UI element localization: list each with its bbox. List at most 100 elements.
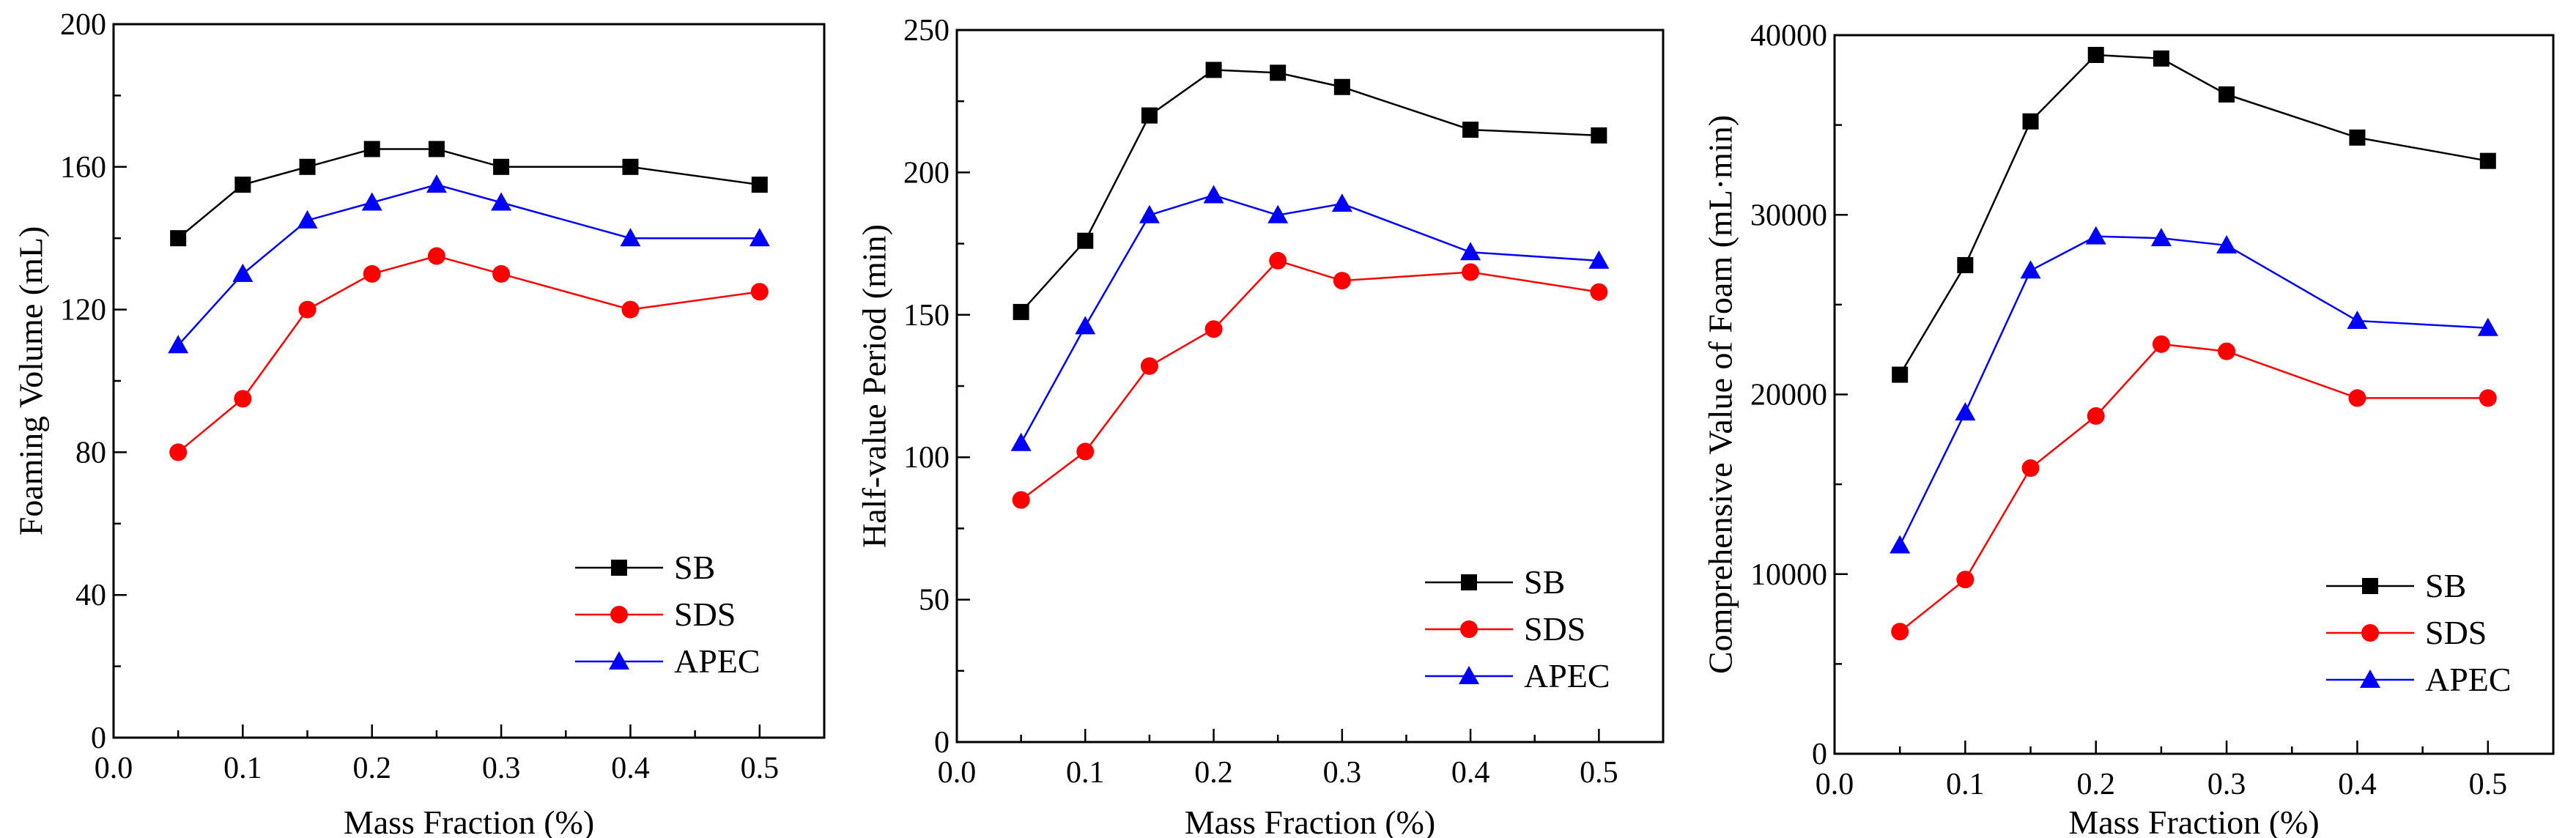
data-point [428,141,445,157]
legend-marker [1459,666,1479,684]
data-point [2022,113,2039,130]
x-tick-label: 0.5 [741,752,780,785]
data-point [2087,407,2105,425]
y-tick-label: 250 [903,14,950,48]
data-point [1460,242,1481,261]
chart-1: 0.0 0.1 0.2 0.3 0.4 0.5 0 40 80 120 160 200 Mass Fra… [12,8,826,838]
data-point [1333,78,1350,95]
data-point [1010,432,1032,451]
legend-marker [609,651,629,670]
series-apec [1890,226,2498,554]
y-axis-label: Comprehensive Value of Foam (mL·min) [1702,115,1739,674]
x-tick-label: 0.1 [223,752,262,785]
data-point [2477,317,2498,336]
series-apec [1010,185,1610,451]
legend-item: SB [575,549,715,586]
legend-item: APEC [1425,657,1610,694]
series-line [177,148,760,240]
legend-item: APEC [2326,661,2512,698]
data-point [170,230,187,247]
data-point [234,177,251,193]
data-point [1331,193,1352,212]
y-tick-label: 0 [934,726,950,760]
x-tick-label: 0.0 [1816,768,1854,801]
y-tick-label: 0 [91,722,106,755]
y-axis-label: Half-value Period (min) [856,224,893,548]
data-point [2020,260,2041,279]
data-point [2150,228,2172,247]
data-point [2087,46,2104,63]
data-point [493,158,510,175]
legend-label: SDS [2425,614,2487,651]
y-axis-label: Foaming Volume (mL) [12,226,50,536]
x-tick-label: 0.0 [95,752,133,785]
data-point [2152,335,2170,353]
data-point [1267,204,1289,223]
data-point [363,141,380,157]
legend-marker [2362,578,2378,594]
chart-2: 0.0 0.1 0.2 0.3 0.4 0.5 0 50 100 150 200 250 Mass Fr… [856,14,1665,838]
data-point [620,228,641,247]
data-point [492,264,511,283]
data-point [2479,389,2497,407]
x-tick-label: 0.2 [1194,756,1233,790]
data-point [1890,535,1911,554]
x-tick-label: 0.4 [1451,756,1490,790]
data-point [1203,185,1224,204]
x-tick-label: 0.3 [482,752,521,785]
y-tick-label: 20000 [1750,379,1827,412]
chart-3: 0.0 0.1 0.2 0.3 0.4 0.5 0 10000 20000 30000 40000 M… [1702,19,2555,838]
data-point [1955,402,1976,421]
x-axis-label: Mass Fraction (%) [1185,804,1435,838]
data-point [749,228,770,247]
x-tick-label: 0.4 [611,752,650,785]
series-line [1020,194,1599,444]
series-sds [169,247,769,461]
x-axis-label: Mass Fraction (%) [2068,804,2319,838]
legend-label: APEC [1524,657,1610,694]
data-point [622,158,639,175]
series-line [1020,259,1599,501]
data-point [1590,283,1608,301]
data-point [1891,623,1909,641]
legend-item: SDS [2326,614,2487,651]
data-point [1075,316,1096,335]
x-tick-label: 0.0 [938,756,977,790]
data-point [2218,342,2236,360]
legend-label: SDS [674,596,736,633]
x-axis-label: Mass Fraction (%) [344,804,594,838]
legend-marker [610,606,628,623]
data-point [168,335,189,354]
data-point [1892,366,1909,383]
data-point [169,443,188,461]
y-tick-label: 200 [903,156,950,190]
y-tick-label: 0 [1812,738,1827,771]
data-point [1139,204,1160,223]
legend-marker [2360,670,2380,688]
y-tick-label: 10000 [1750,558,1827,592]
data-point [1013,303,1029,320]
legend-item: SDS [1425,610,1585,648]
series-sb [170,141,768,247]
legend-label: SB [674,549,715,586]
data-point [363,264,381,283]
series-line [1899,343,2488,633]
series-sb [1892,46,2496,383]
legend-label: SDS [1524,610,1585,648]
data-point [1205,62,1222,78]
legend-marker [1460,620,1478,638]
data-point [2347,310,2368,329]
y-tick-label: 160 [60,151,106,185]
data-point [2153,50,2169,67]
x-tick-label: 0.2 [2076,768,2115,801]
data-point [2021,459,2040,478]
y-tick-label: 30000 [1750,199,1827,232]
data-point [621,300,640,319]
data-point [1140,357,1158,375]
data-point [1462,263,1480,281]
data-point [1462,122,1479,138]
legend-label: SB [2425,567,2466,604]
data-point [234,390,252,408]
legend-marker [611,560,627,576]
